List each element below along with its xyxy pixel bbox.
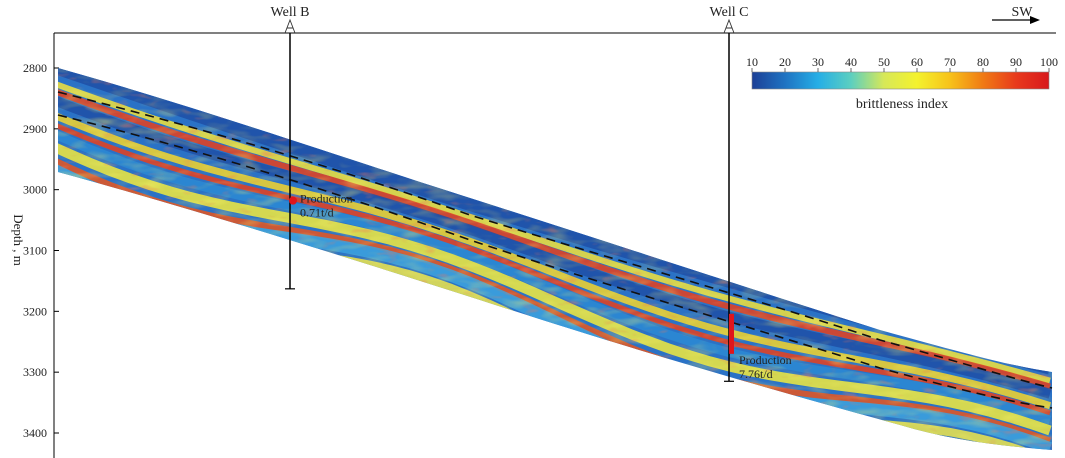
direction-arrow-head-icon [1030, 16, 1040, 24]
y-tick-label: 2800 [23, 61, 47, 75]
colorbar-tick-label: 50 [878, 55, 890, 69]
colorbar-tick-label: 70 [944, 55, 956, 69]
colorbar-tick-label: 90 [1010, 55, 1022, 69]
direction-indicator: SW [992, 5, 1040, 24]
section-texture-red [58, 68, 1052, 450]
derrick-icon [723, 18, 735, 34]
y-tick-label: 3200 [23, 304, 47, 318]
colorbar-tick-label: 30 [812, 55, 824, 69]
colorbar-ticks: 10 20 30 40 50 60 70 80 90 100 [746, 55, 1058, 72]
colorbar-tick-label: 20 [779, 55, 791, 69]
brittleness-section [58, 68, 1052, 450]
horizon-upper [57, 91, 1053, 389]
direction-label: SW [1012, 5, 1034, 20]
production-interval-marker [729, 313, 734, 354]
y-tick-label: 2900 [23, 122, 47, 136]
well-name-label: Well C [710, 5, 749, 20]
y-axis-label: Depth , m [11, 214, 26, 266]
derrick-icon [284, 18, 296, 34]
colorbar: 10 20 30 40 50 60 70 80 90 100 brittleness index [746, 55, 1058, 112]
y-tick-label: 3300 [23, 365, 47, 379]
y-tick-label: 3100 [23, 244, 47, 258]
production-interval-marker [289, 196, 297, 205]
production-value: 0.71t/d [300, 206, 334, 220]
production-label: Production [300, 192, 353, 206]
colorbar-tick-label: 40 [845, 55, 857, 69]
horizon-lower [57, 114, 1053, 409]
y-axis-ticks: 2800 2900 3000 3100 3200 3300 3400 [23, 61, 59, 440]
y-tick-label: 3400 [23, 426, 47, 440]
colorbar-ramp [751, 71, 1050, 90]
y-tick-label: 3000 [23, 183, 47, 197]
well-name-label: Well B [271, 5, 310, 20]
colorbar-tick-label: 10 [746, 55, 758, 69]
colorbar-tick-label: 80 [977, 55, 989, 69]
colorbar-tick-label: 60 [911, 55, 923, 69]
colorbar-label: brittleness index [856, 97, 948, 112]
colorbar-tick-label: 100 [1040, 55, 1058, 69]
production-value: 7.76t/d [739, 367, 773, 381]
production-label: Production [739, 353, 792, 367]
